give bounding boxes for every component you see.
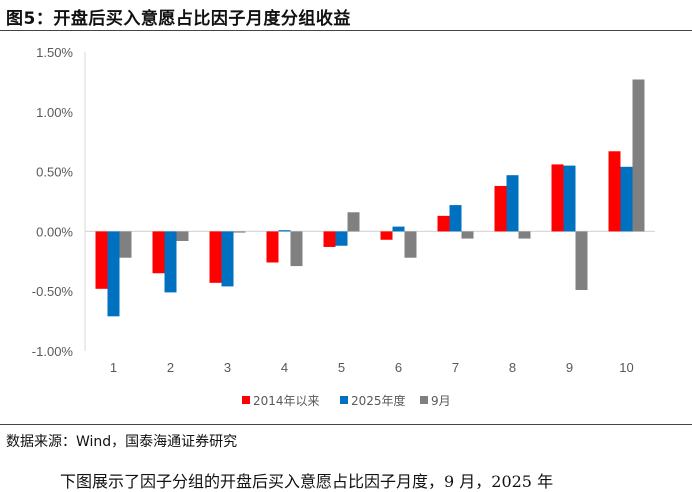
y-axis-tick-labels: 1.50% 1.00% 0.50% 0.00% -0.50% -1.00% <box>32 45 74 359</box>
bar-series-group <box>95 79 645 317</box>
source-note: 数据来源：Wind，国泰海通证券研究 <box>6 434 238 450</box>
bar-1-series-2 <box>107 231 120 317</box>
bar-10-series-3 <box>632 79 645 232</box>
legend: 2014年以来 2025年度 9月 <box>242 393 451 408</box>
bar-10-series-2 <box>620 166 633 232</box>
bar-6-series-2 <box>392 226 405 232</box>
x-axis-tick-labels: 1 2 3 4 5 6 7 8 9 10 <box>110 360 634 375</box>
bar-8-series-2 <box>506 175 519 232</box>
legend-swatch <box>340 396 348 404</box>
legend-swatch <box>420 396 428 404</box>
x-tick-label: 3 <box>224 360 231 375</box>
bar-9-series-2 <box>563 165 576 232</box>
bar-7-series-1 <box>437 215 450 232</box>
bar-7-series-2 <box>449 205 462 232</box>
series-3-bars <box>119 79 645 291</box>
y-tick-label: 1.00% <box>36 105 73 120</box>
x-tick-label: 2 <box>167 360 174 375</box>
x-tick-label: 5 <box>338 360 345 375</box>
x-tick-label: 8 <box>509 360 516 375</box>
bar-9-series-3 <box>575 231 588 291</box>
legend-label: 2025年度 <box>351 393 406 408</box>
bar-6-series-1 <box>380 231 393 240</box>
legend-swatch <box>242 396 250 404</box>
bar-4-series-3 <box>290 231 303 267</box>
series-1-bars <box>95 151 621 289</box>
bar-5-series-2 <box>335 231 348 246</box>
bar-1-series-1 <box>95 231 108 289</box>
bar-4-series-1 <box>266 231 279 263</box>
bottom-rule <box>0 424 692 425</box>
bar-1-series-3 <box>119 231 132 258</box>
x-tick-label: 1 <box>110 360 117 375</box>
bar-3-series-1 <box>209 231 222 283</box>
bar-10-series-1 <box>608 151 621 232</box>
bar-3-series-3 <box>233 231 246 233</box>
x-tick-label: 7 <box>452 360 459 375</box>
figure-title: 图5：开盘后买入意愿占比因子月度分组收益 <box>6 9 351 29</box>
body-text-fragment: 下图展示了因子分组的开盘后买入意愿占比因子月度，9 月，2025 年 <box>60 472 554 491</box>
legend-label: 9月 <box>431 394 451 408</box>
bar-8-series-1 <box>494 185 507 232</box>
bar-5-series-1 <box>323 231 336 247</box>
bar-5-series-3 <box>347 212 360 232</box>
y-tick-label: 0.00% <box>36 224 73 239</box>
bar-6-series-3 <box>404 231 417 258</box>
y-tick-label: -0.50% <box>32 284 74 299</box>
bar-9-series-1 <box>551 164 564 232</box>
bar-3-series-2 <box>221 231 234 287</box>
legend-label: 2014年以来 <box>253 394 320 408</box>
legend-item-3: 9月 <box>420 394 451 408</box>
y-tick-label: 0.50% <box>36 165 73 180</box>
legend-item-1: 2014年以来 <box>242 394 320 408</box>
bar-8-series-3 <box>518 231 531 239</box>
bar-7-series-3 <box>461 231 474 239</box>
bar-2-series-1 <box>152 231 165 274</box>
series-2-bars <box>107 165 633 317</box>
bar-2-series-2 <box>164 231 177 293</box>
top-rule <box>0 30 692 31</box>
x-tick-label: 6 <box>395 360 402 375</box>
bar-2-series-3 <box>176 231 189 241</box>
x-tick-label: 4 <box>281 360 288 375</box>
x-tick-label: 10 <box>619 360 633 375</box>
bar-4-series-2 <box>278 230 291 232</box>
x-tick-label: 9 <box>566 360 573 375</box>
legend-item-2: 2025年度 <box>340 393 406 408</box>
y-tick-label: 1.50% <box>36 45 73 60</box>
y-tick-label: -1.00% <box>32 344 74 359</box>
